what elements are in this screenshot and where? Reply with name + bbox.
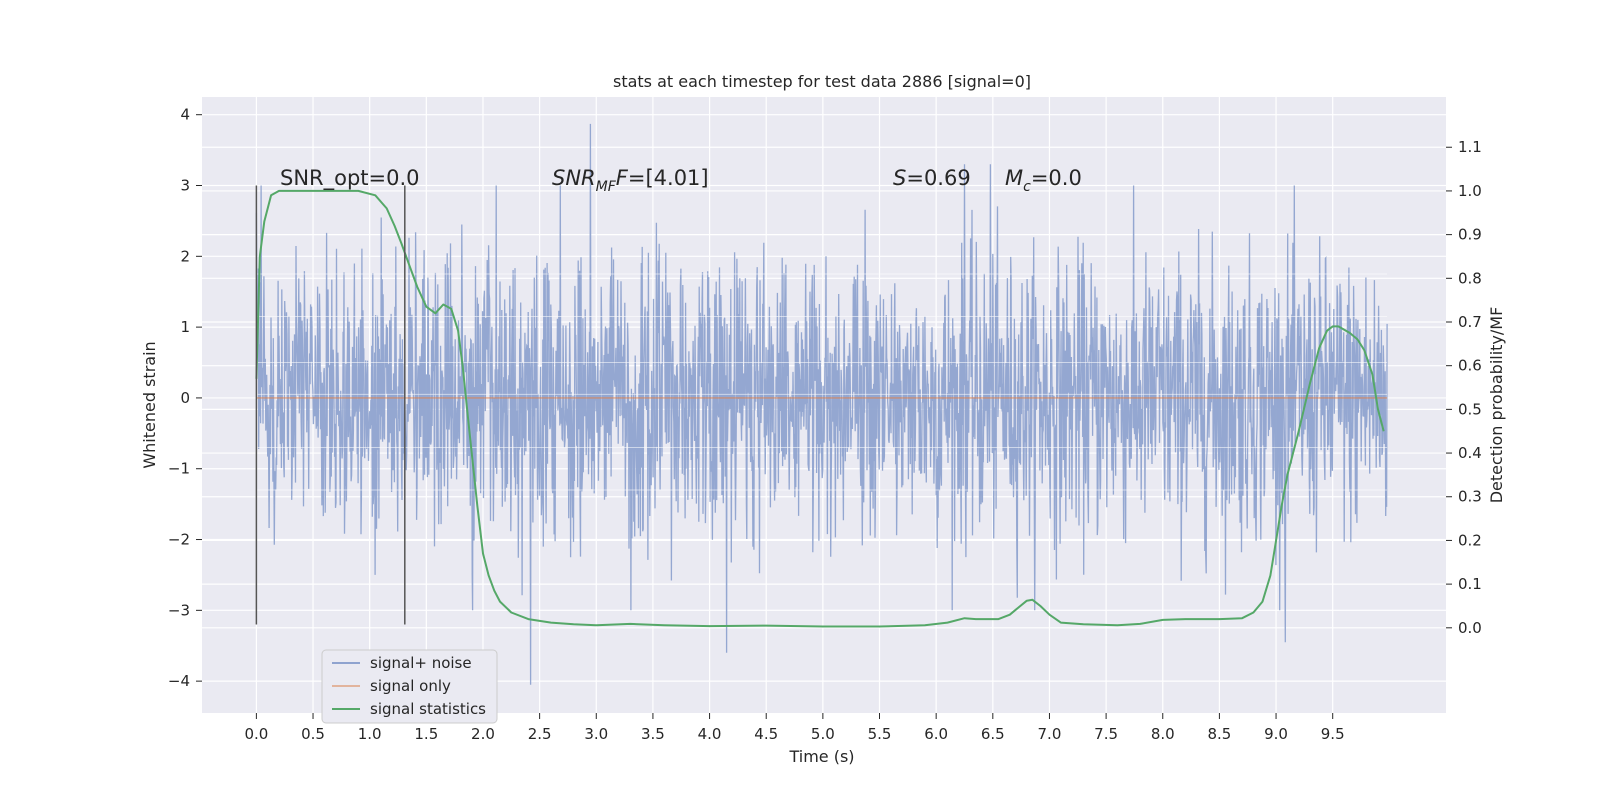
y-right-tick-label: 1.0 [1458, 182, 1482, 200]
y-right-tick-label: 0.4 [1458, 444, 1482, 462]
x-tick-label: 4.0 [698, 725, 722, 743]
series-signal-noise [255, 123, 1388, 685]
y-right-tick-label: 0.2 [1458, 531, 1482, 549]
x-tick-label: 7.0 [1038, 725, 1062, 743]
x-tick-label: 0.5 [301, 725, 325, 743]
x-tick-label: 8.5 [1207, 725, 1231, 743]
mc-base: M [1005, 166, 1023, 190]
y-right-tick-label: 0.1 [1458, 575, 1482, 593]
x-tick-label: 3.0 [584, 725, 608, 743]
y-tick-label: −1 [168, 460, 190, 478]
x-tick-label: 6.5 [981, 725, 1005, 743]
y-right-tick-label: 0.7 [1458, 313, 1482, 331]
snr-mf-annotation: SNRMFF=[4.01] [552, 166, 709, 195]
snr-mf-base: SNR [552, 166, 596, 190]
y-right-tick-label: 1.1 [1458, 138, 1482, 156]
x-tick-label: 1.0 [358, 725, 382, 743]
y-right-tick-label: 0.0 [1458, 619, 1482, 637]
snr-mf-f: F [616, 166, 629, 190]
y-tick-label: 4 [180, 106, 190, 124]
x-tick-label: 2.5 [528, 725, 552, 743]
x-tick-label: 0.0 [244, 725, 268, 743]
mc-annotation: Mc=0.0 [1005, 166, 1082, 195]
y-right-tick-label: 0.9 [1458, 226, 1482, 244]
chart-title: stats at each timestep for test data 288… [613, 72, 1031, 91]
y-tick-label: −4 [168, 672, 190, 690]
x-tick-label: 3.5 [641, 725, 665, 743]
y-tick-label: 1 [180, 318, 190, 336]
snr-mf-sub: MF [596, 179, 617, 195]
s-symbol: S [893, 166, 906, 190]
y-tick-label: −3 [168, 601, 190, 619]
legend-label-signal: signal only [370, 677, 451, 695]
x-tick-label: 5.5 [868, 725, 892, 743]
y-tick-label: 3 [180, 177, 190, 195]
x-tick-label: 8.0 [1151, 725, 1175, 743]
mc-value: =0.0 [1031, 166, 1082, 190]
x-tick-label: 4.5 [754, 725, 778, 743]
x-tick-label: 9.0 [1264, 725, 1288, 743]
y-right-tick-label: 0.8 [1458, 269, 1482, 287]
s-value: =0.69 [906, 166, 970, 190]
snr-mf-value: =[4.01] [628, 166, 709, 190]
y-axis-label: Whitened strain [140, 341, 159, 468]
s-annotation: S=0.69 [893, 166, 971, 190]
legend-label-noise: signal+ noise [370, 654, 472, 672]
x-axis-label: Time (s) [788, 747, 854, 766]
x-tick-label: 1.5 [414, 725, 438, 743]
y-right-tick-label: 0.5 [1458, 400, 1482, 418]
x-tick-label: 6.0 [924, 725, 948, 743]
legend-box [321, 649, 498, 724]
y-tick-label: −2 [168, 531, 190, 549]
y-tick-label: 2 [180, 247, 190, 265]
legend: signal+ noise signal only signal statist… [321, 649, 498, 724]
y-right-tick-label: 0.6 [1458, 357, 1482, 375]
y-axis-label-right: Detection probability/MF [1487, 307, 1506, 504]
mc-sub: c [1023, 179, 1031, 195]
x-tick-label: 5.0 [811, 725, 835, 743]
snr-opt-annotation: SNR_opt=0.0 [280, 166, 420, 191]
legend-label-stats: signal statistics [370, 700, 486, 718]
x-tick-label: 7.5 [1094, 725, 1118, 743]
y-right-tick-label: 0.3 [1458, 488, 1482, 506]
x-tick-label: 2.0 [471, 725, 495, 743]
x-tick-label: 9.5 [1321, 725, 1345, 743]
y-tick-label: 0 [180, 389, 190, 407]
